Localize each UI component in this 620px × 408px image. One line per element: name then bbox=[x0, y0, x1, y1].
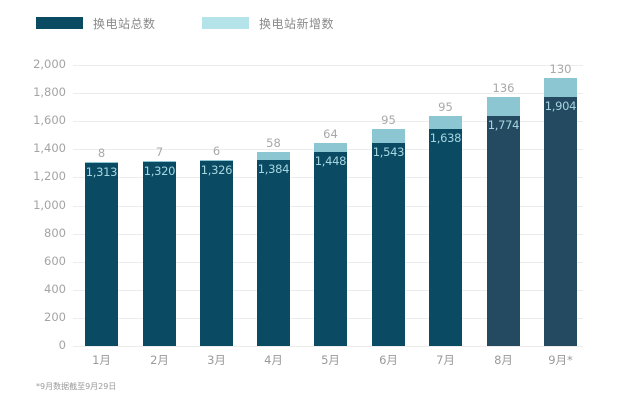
bar-group: 95 1,543 bbox=[372, 113, 405, 346]
x-axis-tick-label: 4月 bbox=[264, 353, 283, 367]
bar-segment-total bbox=[143, 161, 176, 346]
bar-segment-new bbox=[429, 115, 462, 130]
y-axis-tick-label: 400 bbox=[44, 282, 66, 296]
legend-label-new: 换电站新增数 bbox=[259, 17, 335, 31]
bar-segment-new bbox=[487, 96, 520, 116]
x-axis-tick-label: 7月 bbox=[436, 353, 455, 367]
bar-group: 8 1,313 bbox=[85, 146, 118, 346]
total-value-label: 1,448 bbox=[314, 153, 347, 168]
x-axis-tick-label: 6月 bbox=[379, 353, 398, 367]
y-axis-tick-label: 200 bbox=[44, 310, 66, 324]
new-value-label: 95 bbox=[381, 113, 396, 128]
new-value-label: 58 bbox=[266, 135, 281, 150]
bar-group: 95 1,638 bbox=[429, 100, 462, 346]
total-value-label: 1,326 bbox=[200, 162, 233, 177]
bar-segment-total bbox=[85, 162, 118, 346]
total-value-label: 1,904 bbox=[544, 98, 577, 113]
bar-group: 58 1,384 bbox=[257, 136, 290, 346]
bar-segment-new bbox=[257, 151, 290, 160]
bar-segment-new bbox=[85, 161, 118, 163]
total-value-label: 1,638 bbox=[429, 131, 462, 146]
bar-segment-total bbox=[429, 129, 462, 346]
x-axis-tick-label: 1月 bbox=[92, 353, 111, 367]
total-value-label: 1,384 bbox=[257, 161, 290, 176]
bar-segment-total bbox=[544, 96, 577, 346]
bar-group: 136 1,774 bbox=[487, 81, 520, 346]
bar-group: 130 1,904 bbox=[544, 62, 577, 346]
bar-segment-total bbox=[487, 115, 520, 346]
bar-segment-total bbox=[314, 151, 347, 346]
total-value-label: 1,774 bbox=[487, 117, 520, 132]
bar-group: 6 1,326 bbox=[200, 144, 233, 346]
x-axis-tick-label: 3月 bbox=[207, 353, 226, 367]
new-value-label: 136 bbox=[492, 80, 515, 95]
y-axis-tick-label: 1,400 bbox=[33, 141, 66, 155]
gridline bbox=[73, 93, 583, 94]
x-axis-tick-label: 2月 bbox=[150, 353, 169, 367]
total-value-label: 1,543 bbox=[372, 144, 405, 159]
total-value-label: 1,320 bbox=[143, 163, 176, 178]
bar-segment-new bbox=[314, 142, 347, 152]
legend-label-total: 换电站总数 bbox=[93, 17, 156, 31]
bar-segment-new bbox=[143, 160, 176, 162]
bar-segment-new bbox=[200, 159, 233, 161]
x-axis-tick-label: 5月 bbox=[321, 353, 340, 367]
legend-swatch-total bbox=[36, 17, 83, 29]
y-axis-tick-label: 1,200 bbox=[33, 169, 66, 183]
bar-segment-total bbox=[200, 160, 233, 346]
new-value-label: 95 bbox=[438, 99, 453, 114]
bar-segment-new bbox=[544, 78, 577, 97]
legend-swatch-new bbox=[202, 17, 249, 29]
y-axis-tick-label: 600 bbox=[44, 254, 66, 268]
gridline bbox=[73, 121, 583, 122]
y-axis-tick-label: 1,800 bbox=[33, 85, 66, 99]
new-value-label: 130 bbox=[549, 62, 572, 77]
bar-group: 64 1,448 bbox=[314, 127, 347, 346]
bar-segment-new bbox=[372, 129, 405, 143]
x-axis-tick-label: 8月 bbox=[494, 353, 513, 367]
y-axis-tick-label: 800 bbox=[44, 226, 66, 240]
new-value-label: 8 bbox=[97, 145, 106, 160]
bar-group: 7 1,320 bbox=[143, 145, 176, 346]
new-value-label: 64 bbox=[323, 126, 338, 141]
x-axis-tick-label: 9月* bbox=[548, 353, 573, 367]
gridline bbox=[73, 65, 583, 66]
y-axis-tick-label: 1,000 bbox=[33, 198, 66, 212]
bar-segment-total bbox=[257, 159, 290, 346]
new-value-label: 7 bbox=[155, 144, 164, 159]
bar-segment-total bbox=[372, 142, 405, 346]
y-axis-tick-label: 0 bbox=[58, 338, 66, 352]
footnote: *9月数据截至9月29日 bbox=[36, 382, 117, 391]
new-value-label: 6 bbox=[212, 143, 221, 158]
total-value-label: 1,313 bbox=[85, 164, 118, 179]
y-axis-tick-label: 1,600 bbox=[33, 113, 66, 127]
gridline bbox=[73, 346, 583, 347]
y-axis-tick-label: 2,000 bbox=[33, 57, 66, 71]
